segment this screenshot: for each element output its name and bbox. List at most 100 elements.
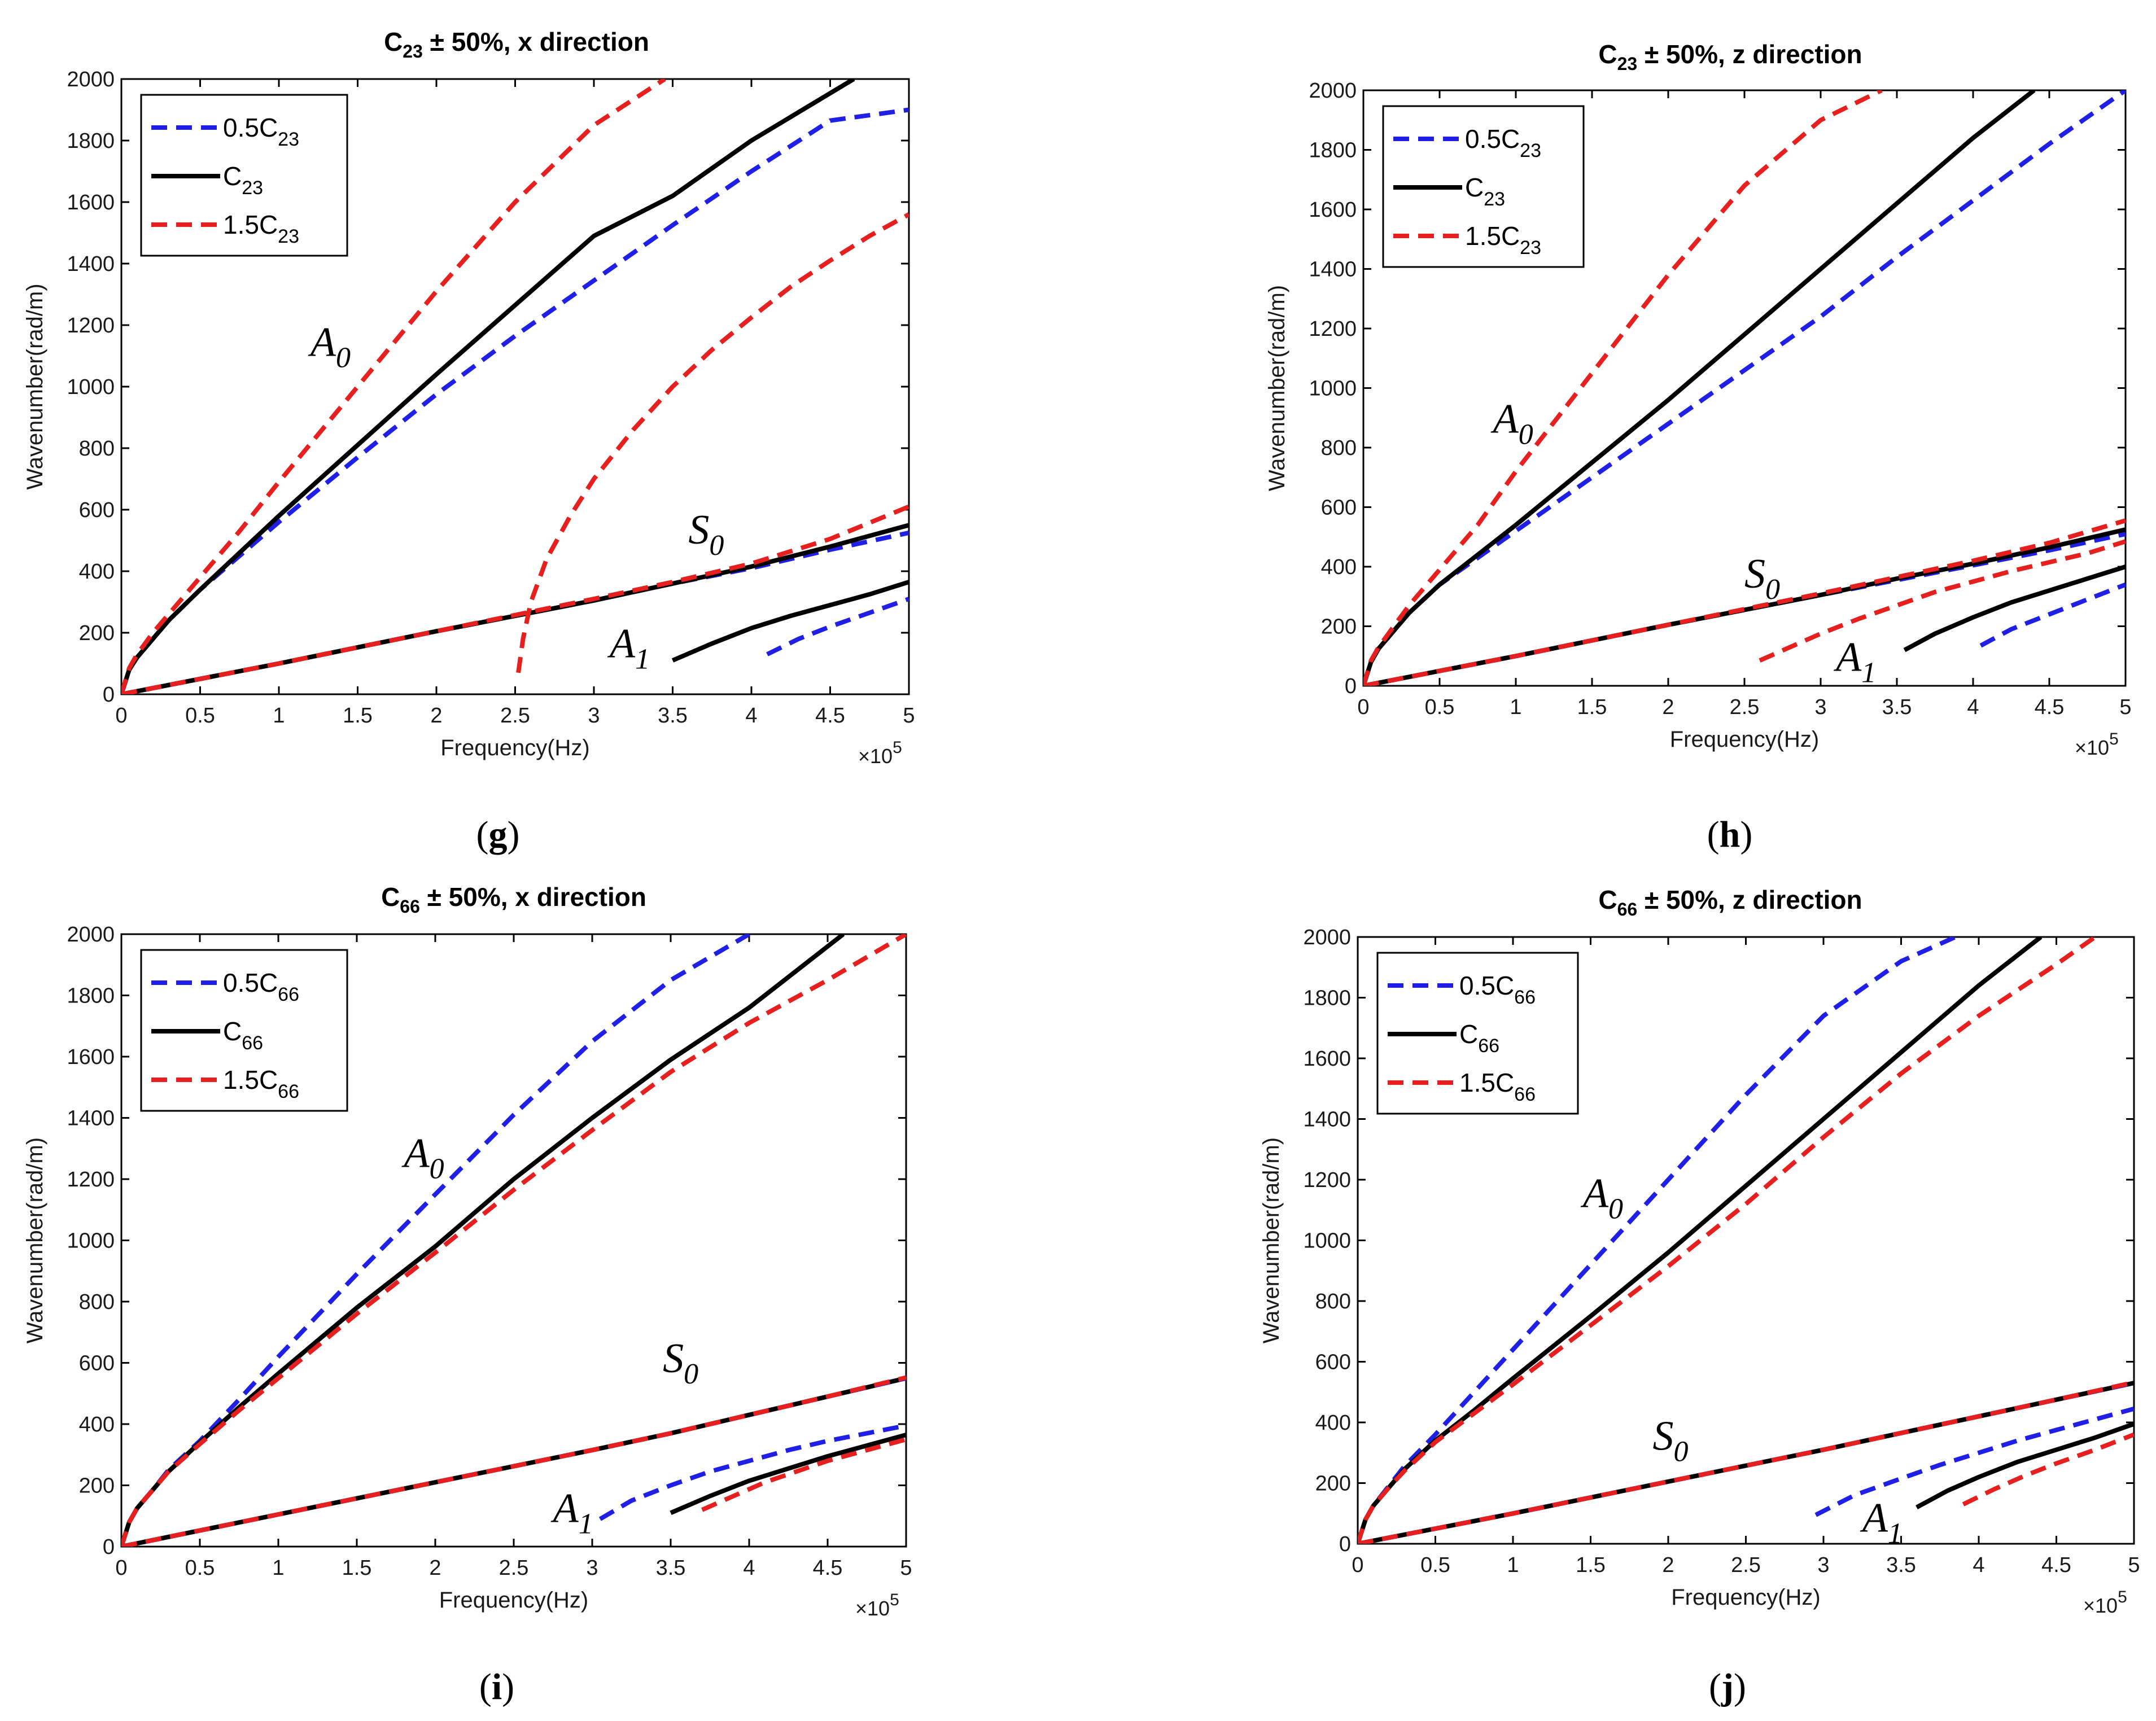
y-tick-label: 600 bbox=[79, 1352, 115, 1376]
y-tick-label: 600 bbox=[1321, 496, 1357, 520]
curve-annotation: A1 bbox=[607, 621, 650, 676]
legend-entry-label: 0.5C23 bbox=[223, 113, 299, 150]
y-tick-label: 1400 bbox=[1303, 1108, 1351, 1132]
y-tick-label: 0 bbox=[103, 1535, 115, 1559]
y-axis-label: Wavenumber(rad/m) bbox=[1265, 285, 1289, 491]
x-tick-label: 0 bbox=[1352, 1553, 1363, 1577]
legend-entry-label: 0.5C23 bbox=[1465, 124, 1541, 161]
x-tick-label: 3.5 bbox=[656, 1556, 686, 1580]
x-tick-label: 0 bbox=[115, 704, 127, 728]
x-axis-label: Frequency(Hz) bbox=[1671, 1585, 1821, 1610]
series-line-c66-a1 bbox=[670, 1433, 906, 1515]
curve-annotation: A0 bbox=[401, 1130, 444, 1185]
x-tick-label: 2.5 bbox=[500, 704, 530, 728]
y-tick-label: 1000 bbox=[1303, 1229, 1351, 1253]
y-tick-label: 1600 bbox=[67, 191, 115, 214]
chart-panel-g: 0 0.5 1 1.5 2 2.5 3 3.5 4 4.5 5 0 200 400 600 800 1000 12… bbox=[23, 27, 915, 855]
series-line-1-5c23-s0 bbox=[1363, 518, 2126, 686]
x-tick-label: 0.5 bbox=[185, 704, 215, 728]
x-axis-label: Frequency(Hz) bbox=[440, 735, 590, 760]
panel-caption: (g) bbox=[476, 814, 520, 855]
x-tick-label: 1.5 bbox=[1577, 695, 1607, 719]
legend-entry-label: C66 bbox=[1459, 1019, 1499, 1057]
x-tick-label: 4 bbox=[1967, 695, 1979, 719]
chart-title: C23 ± 50%, x direction bbox=[384, 27, 649, 62]
y-tick-label: 1200 bbox=[1303, 1168, 1351, 1192]
y-tick-label: 1000 bbox=[67, 1229, 115, 1253]
series-line-c66-a1 bbox=[1916, 1421, 2134, 1510]
panel-caption: (h) bbox=[1707, 814, 1753, 855]
x-tick-label: 0.5 bbox=[185, 1556, 215, 1580]
y-tick-label: 2000 bbox=[1303, 926, 1351, 949]
y-tick-label: 1000 bbox=[1309, 377, 1357, 401]
y-tick-label: 200 bbox=[79, 621, 115, 645]
x-tick-label: 1.5 bbox=[342, 1556, 372, 1580]
y-tick-label: 800 bbox=[79, 1290, 115, 1314]
legend-entry-label: 1.5C23 bbox=[223, 210, 299, 247]
y-tick-label: 800 bbox=[79, 437, 115, 461]
x-tick-label: 1.5 bbox=[1576, 1553, 1606, 1577]
y-tick-label: 0 bbox=[1345, 675, 1357, 698]
legend-entry-label: C23 bbox=[1465, 173, 1505, 210]
x-tick-label: 4 bbox=[745, 704, 757, 728]
y-tick-label: 400 bbox=[79, 1413, 115, 1437]
x-tick-label: 1 bbox=[272, 1556, 284, 1580]
y-tick-label: 1000 bbox=[67, 375, 115, 399]
y-tick-label: 800 bbox=[1315, 1290, 1351, 1313]
x-tick-label: 5 bbox=[903, 704, 915, 728]
y-tick-label: 1400 bbox=[1309, 258, 1357, 282]
y-tick-label: 200 bbox=[1315, 1472, 1351, 1496]
y-tick-label: 1200 bbox=[67, 1168, 115, 1192]
x-tick-label: 0 bbox=[115, 1556, 127, 1580]
series-line-0-5c66-a1 bbox=[598, 1423, 906, 1521]
y-tick-label: 1800 bbox=[1309, 139, 1357, 163]
x-tick-label: 1.5 bbox=[343, 704, 373, 728]
x-tick-label: 3.5 bbox=[1886, 1553, 1916, 1577]
y-tick-label: 1200 bbox=[67, 314, 115, 338]
x-tick-label: 3 bbox=[586, 1556, 598, 1580]
chart-title: C66 ± 50%, x direction bbox=[381, 882, 646, 917]
x-tick-label: 3 bbox=[588, 704, 600, 728]
x-tick-label: 2.5 bbox=[499, 1556, 529, 1580]
legend-entry-label: 1.5C66 bbox=[1459, 1068, 1536, 1105]
curve-annotation: A0 bbox=[1580, 1170, 1623, 1225]
x-tick-label: 2.5 bbox=[1730, 695, 1760, 719]
x-tick-label: 1 bbox=[1507, 1553, 1519, 1577]
x-tick-label: 3.5 bbox=[658, 704, 688, 728]
y-tick-label: 0 bbox=[103, 683, 115, 707]
curve-annotation: S0 bbox=[1653, 1413, 1689, 1468]
series-line-1-5c66-s0 bbox=[121, 1375, 906, 1547]
y-tick-label: 1600 bbox=[1309, 198, 1357, 222]
legend: 0.5C23 C23 1.5C23 bbox=[140, 94, 348, 257]
series-line-c23-a0 bbox=[121, 79, 855, 694]
x-tick-label: 2.5 bbox=[1731, 1553, 1761, 1577]
series-group bbox=[1358, 937, 2134, 1544]
series-line-1-5c23-a1 bbox=[1759, 539, 2126, 663]
x-tick-label: 5 bbox=[2128, 1553, 2140, 1577]
series-group bbox=[121, 934, 906, 1547]
curve-annotation: A1 bbox=[550, 1486, 593, 1540]
x-tick-label: 4.5 bbox=[2035, 695, 2065, 719]
x-exponent-label: ×105 bbox=[855, 1591, 899, 1620]
y-tick-label: 800 bbox=[1321, 436, 1357, 460]
x-tick-label: 4.5 bbox=[815, 704, 845, 728]
chart-title: C66 ± 50%, z direction bbox=[1598, 885, 1862, 919]
curve-annotation: S0 bbox=[1744, 551, 1780, 606]
x-tick-label: 1 bbox=[273, 704, 285, 728]
series-line-c23-a1 bbox=[1903, 564, 2126, 653]
x-tick-label: 4 bbox=[743, 1556, 755, 1580]
chart-panel-h: 0 0.5 1 1.5 2 2.5 3 3.5 4 4.5 5 0 200 400 600 800 1000 12… bbox=[1265, 40, 2132, 855]
y-tick-label: 400 bbox=[79, 560, 115, 584]
series-line-1-5c23-a0 bbox=[1363, 90, 1883, 686]
x-tick-label: 3 bbox=[1814, 695, 1826, 719]
x-tick-label: 2 bbox=[429, 1556, 441, 1580]
x-exponent-label: ×105 bbox=[2075, 730, 2119, 759]
series-line-1-5c23-a0 bbox=[121, 79, 666, 694]
x-tick-label: 4.5 bbox=[2041, 1553, 2071, 1577]
series-line-c66-a0 bbox=[1358, 937, 2043, 1544]
y-tick-label: 1200 bbox=[1309, 317, 1357, 341]
y-tick-label: 1800 bbox=[1303, 987, 1351, 1010]
legend: 0.5C23 C23 1.5C23 bbox=[1382, 105, 1585, 268]
series-line-0-5c66-a1 bbox=[1814, 1406, 2134, 1517]
x-tick-label: 0.5 bbox=[1420, 1553, 1450, 1577]
